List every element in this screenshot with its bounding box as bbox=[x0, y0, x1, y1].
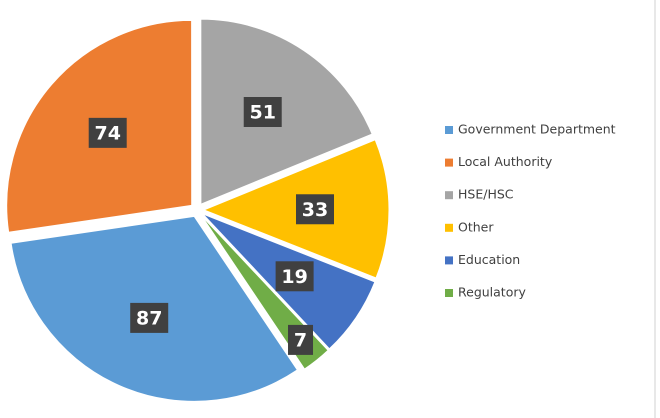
data-label-box bbox=[275, 261, 314, 292]
data-label-box bbox=[243, 97, 282, 128]
legend-swatch bbox=[445, 256, 453, 265]
data-label-box bbox=[288, 324, 314, 355]
legend-swatch bbox=[445, 126, 453, 134]
data-label: 51 bbox=[250, 102, 276, 124]
data-label: 87 bbox=[136, 307, 162, 329]
legend-swatch bbox=[445, 158, 453, 167]
data-label-box bbox=[295, 194, 334, 225]
data-label-box bbox=[130, 302, 169, 333]
legend-label: Education bbox=[458, 252, 520, 267]
legend-swatch bbox=[445, 289, 453, 297]
legend-swatch bbox=[445, 223, 453, 232]
legend: Government Department Local Authority HSE/… bbox=[445, 122, 616, 300]
pie-slice bbox=[200, 18, 373, 205]
legend-label: Government Department bbox=[458, 122, 616, 137]
pie: 87 74 51 33 19 7 bbox=[6, 18, 390, 402]
data-label: 7 bbox=[294, 329, 307, 351]
legend-label: Regulatory bbox=[458, 285, 526, 300]
legend-label: Local Authority bbox=[458, 154, 553, 169]
data-label-box bbox=[88, 117, 127, 148]
legend-label: Other bbox=[458, 219, 494, 234]
data-label: 33 bbox=[302, 199, 328, 221]
data-label: 19 bbox=[281, 266, 307, 288]
data-label: 74 bbox=[94, 122, 120, 144]
legend-label: HSE/HSC bbox=[458, 187, 514, 202]
legend-swatch bbox=[445, 191, 453, 200]
